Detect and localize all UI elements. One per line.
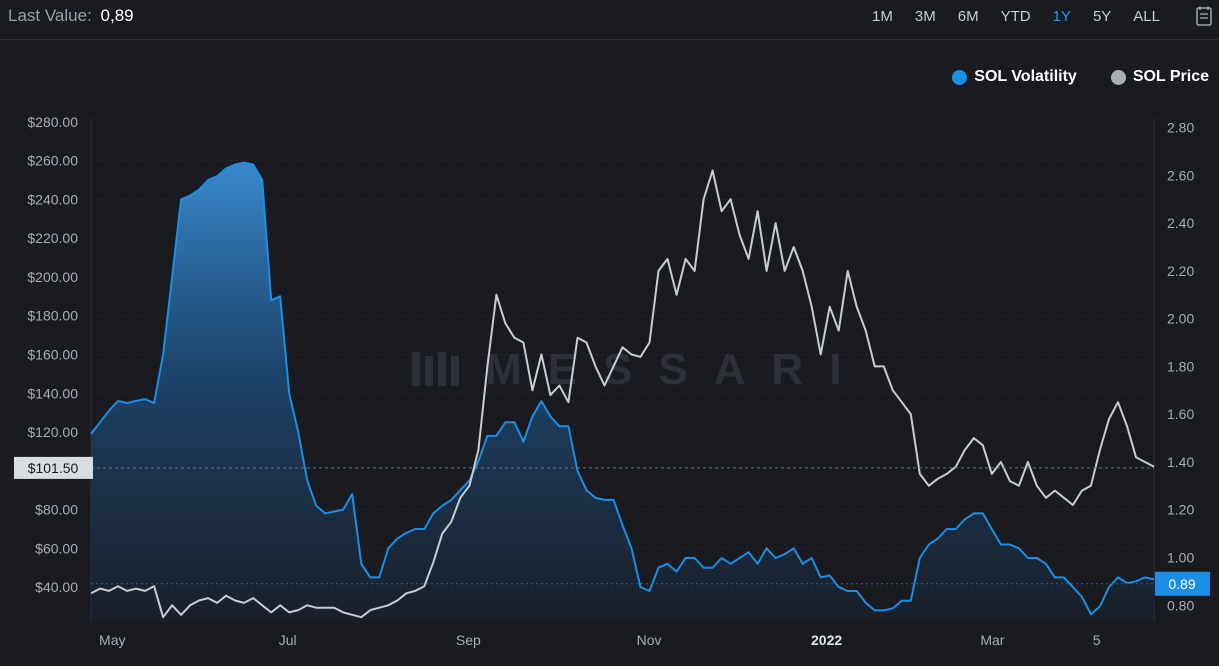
right-axis-tick-label: 2.60	[1167, 167, 1194, 183]
range-button-5y[interactable]: 5Y	[1092, 8, 1112, 25]
range-button-3m[interactable]: 3M	[914, 8, 936, 25]
range-button-6m[interactable]: 6M	[957, 8, 979, 25]
legend-swatch-volatility	[952, 69, 968, 85]
left-axis-tick-label: $200.00	[27, 269, 78, 285]
x-axis-tick-label: May	[99, 632, 125, 648]
left-axis-tick-label: $40.00	[35, 579, 78, 595]
left-axis-tick-label: $60.00	[35, 540, 78, 556]
x-axis-tick-label: 5	[1093, 632, 1101, 648]
right-axis-tick-label: 1.00	[1167, 550, 1194, 566]
x-axis-tick-label: Sep	[456, 632, 481, 648]
range-button-ytd[interactable]: YTD	[1000, 8, 1031, 25]
series-layer	[90, 161, 1155, 622]
left-axis-tick-label: $160.00	[27, 346, 78, 362]
last-value-badge-label: 0.89	[1168, 576, 1195, 592]
left-axis-tick-label: $80.00	[35, 502, 78, 518]
document-icon[interactable]	[1195, 6, 1213, 26]
price-line	[90, 169, 1155, 619]
legend-item-volatility[interactable]: SOL Volatility	[952, 68, 1077, 86]
crosshair-value-badge	[14, 456, 93, 479]
right-axis-tick-label: 0.80	[1167, 597, 1194, 613]
crosshair-value-label: $101.50	[28, 460, 79, 476]
volatility-area	[91, 162, 1154, 622]
right-axis-tick-label: 1.60	[1167, 406, 1194, 422]
range-button-1m[interactable]: 1M	[872, 8, 893, 25]
last-value-readout: Last Value: 0,89	[8, 6, 134, 26]
left-axis-tick-label: $140.00	[27, 385, 78, 401]
legend-swatch-price	[1110, 69, 1126, 85]
x-axis-tick-label: Nov	[637, 632, 662, 648]
legend-label-volatility: SOL Volatility	[974, 68, 1077, 85]
chart-legend: SOL Volatility SOL Price	[952, 68, 1209, 86]
time-range-selector: 1M 3M 6M YTD 1Y 5Y ALL	[861, 7, 1171, 27]
range-button-all[interactable]: ALL	[1133, 8, 1160, 25]
right-axis-tick-label: 2.80	[1167, 120, 1194, 136]
legend-item-price[interactable]: SOL Price	[1110, 68, 1209, 86]
left-axis-tick-label: $220.00	[27, 230, 78, 246]
right-axis-tick-label: 1.20	[1167, 502, 1194, 518]
left-axis-tick-label: $180.00	[27, 308, 78, 324]
axis-layer: $40.00 $60.00 $80.00 $120.00 $140.00 $160.00 $…	[14, 114, 1210, 648]
right-axis-tick-label: 2.40	[1167, 215, 1194, 231]
chart-toolbar: Last Value: 0,89 1M 3M 6M YTD 1Y 5Y ALL	[0, 0, 1219, 40]
last-value-label: Last Value:	[8, 6, 92, 25]
right-axis-tick-label: 2.20	[1167, 263, 1194, 279]
right-axis-tick-label: 1.40	[1167, 454, 1194, 470]
x-axis-tick-label: Mar	[980, 632, 1004, 648]
left-axis-tick-label: $120.00	[27, 424, 78, 440]
right-axis-tick-label: 2.00	[1167, 311, 1194, 327]
messari-logo-icon	[412, 352, 459, 386]
volatility-line	[90, 161, 1155, 616]
x-axis-tick-label: Jul	[279, 632, 297, 648]
right-axis-tick-label: 1.80	[1167, 358, 1194, 374]
left-axis-tick-label: $260.00	[27, 153, 78, 169]
watermark-text: MESSARI	[485, 345, 867, 394]
left-axis-tick-label: $280.00	[27, 114, 78, 130]
last-value-number: 0,89	[100, 6, 134, 25]
legend-label-price: SOL Price	[1132, 68, 1209, 85]
range-button-1y[interactable]: 1Y	[1052, 8, 1071, 25]
left-axis-tick-label: $240.00	[27, 191, 78, 207]
x-axis-tick-label: 2022	[811, 632, 842, 648]
last-value-badge	[1155, 571, 1210, 596]
